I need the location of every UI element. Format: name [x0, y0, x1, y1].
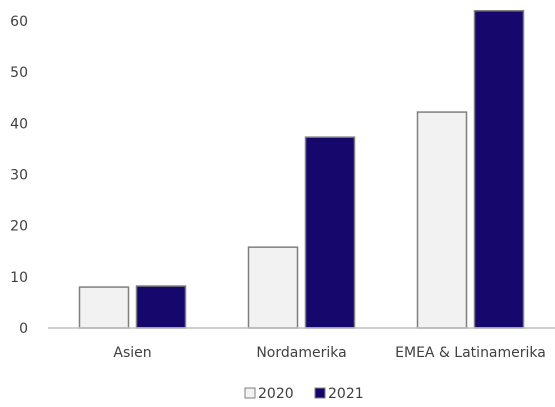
bars-group	[78, 10, 525, 329]
y-tick-label: 20	[10, 219, 28, 235]
bar-2021-nordamerika	[304, 136, 356, 329]
bar-2020-nordamerika	[247, 246, 299, 329]
bar-2021-emea-latinamerika	[473, 10, 525, 329]
y-tick-label: 60	[10, 14, 28, 30]
legend-swatch-2021	[314, 387, 326, 399]
legend-label-2020: 2020	[258, 386, 294, 402]
category-labels: Asien Nordamerika EMEA & Latinamerika	[113, 345, 545, 361]
legend-swatch-2020	[244, 387, 256, 399]
bar-2020-emea-latinamerika	[416, 111, 468, 329]
y-tick-label: 40	[10, 116, 28, 132]
y-tick-label: 30	[10, 168, 28, 184]
y-tick-label: 50	[10, 65, 28, 81]
y-axis-ticks: 0 10 20 30 40 50 60	[10, 14, 28, 337]
category-label: Asien	[113, 345, 151, 361]
category-label: Nordamerika	[256, 345, 346, 361]
legend: 2020 2021	[244, 386, 364, 402]
y-tick-label: 0	[19, 321, 28, 337]
y-tick-label: 10	[10, 270, 28, 286]
bar-2020-asien	[78, 286, 130, 329]
bar-2021-asien	[135, 285, 187, 329]
category-label: EMEA & Latinamerika	[395, 345, 546, 361]
legend-label-2021: 2021	[328, 386, 364, 402]
